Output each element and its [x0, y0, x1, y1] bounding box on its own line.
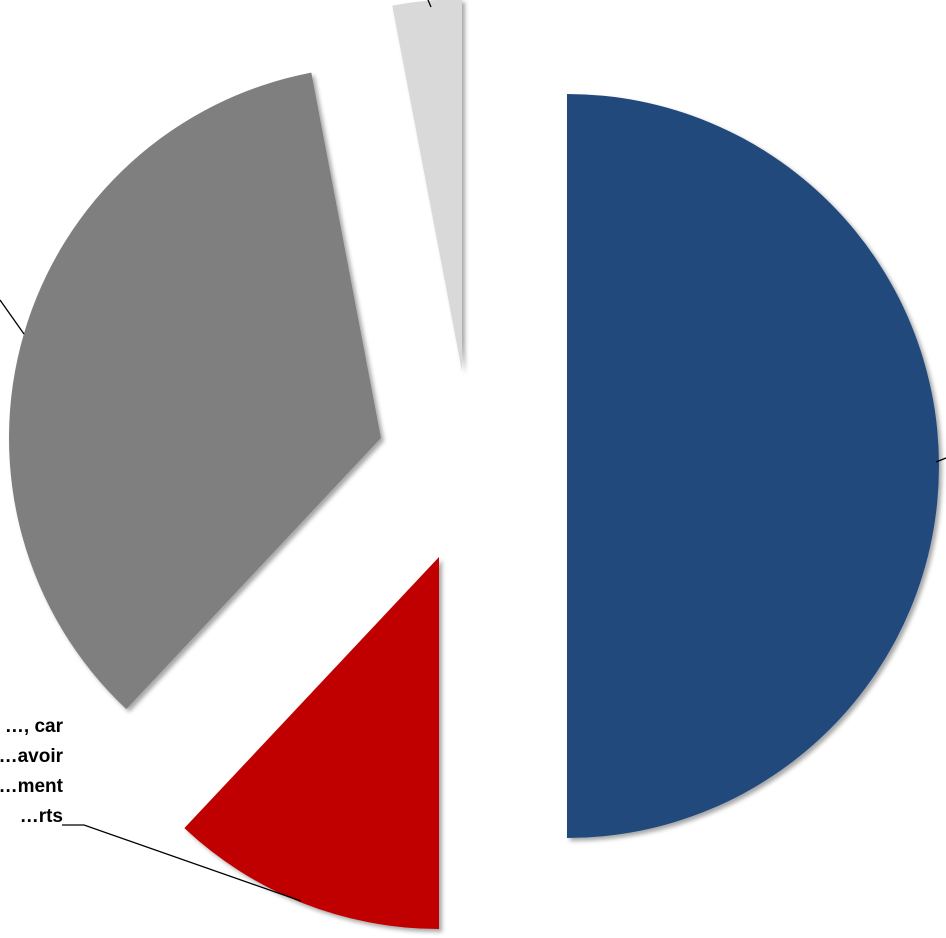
leader-line-light-gray [427, 0, 432, 8]
slice-red [184, 557, 439, 929]
leader-line-blue [935, 457, 946, 463]
slice-label-red: …, car …avoir …ment …rts [0, 716, 63, 827]
slice-gray [8, 72, 381, 710]
slice-light-gray [392, 0, 462, 371]
leader-line-gray [0, 299, 25, 335]
leader-line-red [62, 824, 302, 902]
slice-blue [567, 94, 939, 838]
